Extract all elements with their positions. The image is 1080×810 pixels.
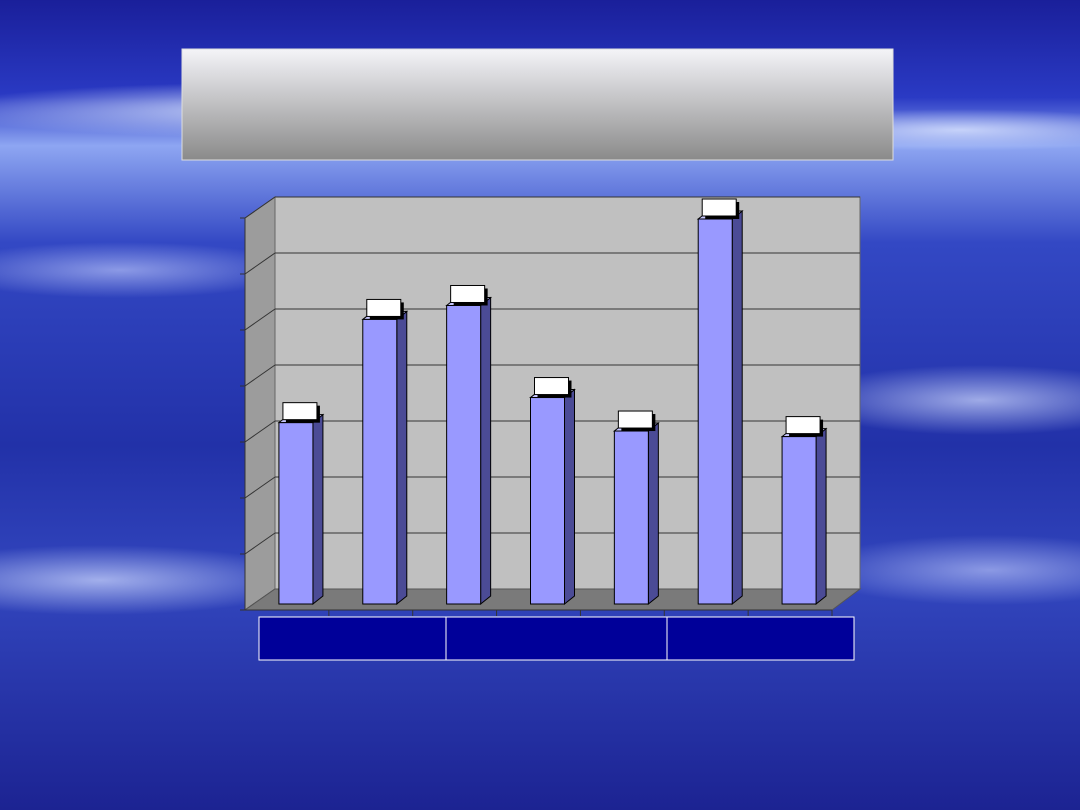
title-box (181, 48, 894, 161)
bar (697, 218, 733, 605)
bar-side (312, 413, 324, 606)
bar (613, 430, 649, 605)
bar-side (815, 427, 827, 606)
label-box (450, 284, 486, 303)
bar (362, 318, 398, 605)
grid-line (244, 196, 276, 219)
label-box (617, 410, 653, 429)
grid-line (244, 364, 276, 387)
label-box (282, 402, 318, 421)
label-box (366, 298, 402, 317)
bar-side (647, 421, 659, 606)
side-wall (244, 196, 276, 611)
grid-line (244, 252, 276, 275)
grid-line (244, 476, 276, 499)
grid-line (244, 420, 276, 443)
bar (781, 436, 817, 605)
bar-side (564, 388, 575, 606)
category-table (258, 616, 855, 661)
label-box (701, 198, 737, 217)
bar-side (731, 209, 743, 606)
label-box (534, 377, 569, 396)
bar (278, 422, 314, 605)
bar-side (480, 296, 492, 606)
label-box (785, 416, 821, 435)
grid-line (244, 308, 276, 331)
bar-side (396, 310, 408, 606)
bar (530, 397, 565, 605)
bar (446, 304, 482, 605)
grid-line (244, 532, 276, 555)
